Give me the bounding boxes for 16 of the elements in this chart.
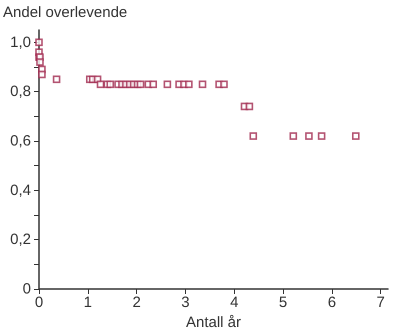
x-tick-label: 2	[132, 294, 141, 311]
y-tick-label: 0	[22, 280, 31, 298]
x-tick-label: 3	[181, 294, 190, 311]
y-tick-label: 0,2	[10, 231, 31, 248]
y-tick-label: 0,4	[10, 182, 31, 199]
y-axis-title: Andel overlevende	[3, 4, 128, 21]
x-tick-label: 0	[34, 294, 44, 311]
x-tick-label: 4	[230, 294, 238, 311]
x-axis-title: Antall år	[186, 314, 242, 331]
x-tick-label: 5	[278, 294, 288, 311]
x-tick-label: 1	[84, 294, 92, 311]
y-tick-label: 0,6	[10, 132, 31, 150]
y-tick-label: 0,8	[10, 83, 31, 100]
x-tick-label: 6	[328, 294, 336, 311]
y-tick-label: 1,0	[10, 34, 31, 51]
x-tick-label: 7	[376, 294, 385, 311]
